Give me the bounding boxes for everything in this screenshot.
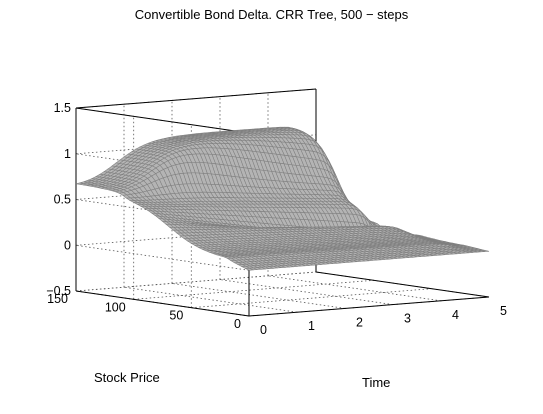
x-tick-label: 5 [500,304,507,318]
grid-line [220,280,393,305]
z-tick-label: 1.5 [54,101,71,115]
x-axis-label: Time [362,375,390,390]
axis-box-edge [76,291,249,316]
axis-box-edge [76,108,249,133]
grid-line [172,283,345,308]
z-tick-label: 0.5 [54,193,71,207]
grid-line [124,287,297,312]
y-tick-label: 0 [234,317,241,331]
x-tick-label: 1 [308,319,315,333]
x-tick-label: 3 [404,312,411,326]
surface-mesh [76,127,489,270]
y-tick-label: 50 [169,309,183,323]
axis-box-edge [76,89,316,108]
z-tick-label: 1 [64,147,71,161]
y-tick-label: 150 [47,292,68,306]
chart-title: Convertible Bond Delta. CRR Tree, 500 − … [0,7,543,22]
x-tick-label: 2 [356,315,363,329]
x-tick-label: 4 [452,308,459,322]
grid-line [76,272,316,291]
x-tick-label: 0 [260,323,267,337]
axis-box-edge [316,272,489,297]
grid-line [134,280,374,299]
y-axis-label: Stock Price [94,370,160,385]
grid-line [268,276,441,301]
z-tick-label: 0 [64,238,71,252]
y-tick-label: 100 [105,300,126,314]
